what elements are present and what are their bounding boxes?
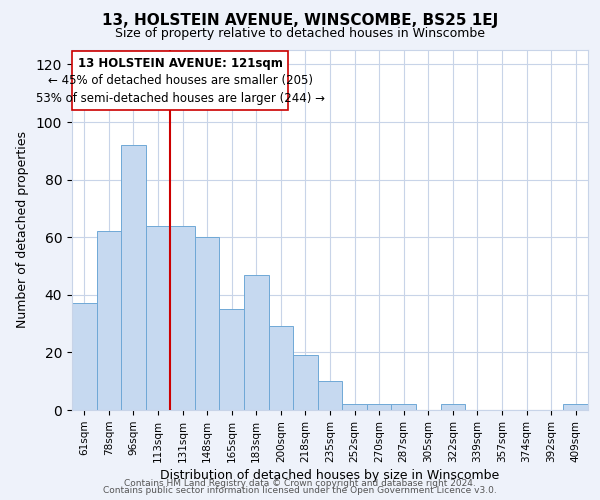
Bar xyxy=(121,145,146,410)
Bar xyxy=(440,404,465,410)
Text: Size of property relative to detached houses in Winscombe: Size of property relative to detached ho… xyxy=(115,28,485,40)
Bar xyxy=(367,404,391,410)
X-axis label: Distribution of detached houses by size in Winscombe: Distribution of detached houses by size … xyxy=(160,469,500,482)
Bar xyxy=(244,274,269,410)
Bar xyxy=(97,232,121,410)
FancyBboxPatch shape xyxy=(72,52,288,110)
Bar xyxy=(269,326,293,410)
Y-axis label: Number of detached properties: Number of detached properties xyxy=(16,132,29,328)
Bar xyxy=(72,304,97,410)
Text: Contains public sector information licensed under the Open Government Licence v3: Contains public sector information licen… xyxy=(103,486,497,495)
Bar xyxy=(220,309,244,410)
Bar xyxy=(170,226,195,410)
Bar xyxy=(195,237,220,410)
Bar xyxy=(146,226,170,410)
Text: 53% of semi-detached houses are larger (244) →: 53% of semi-detached houses are larger (… xyxy=(35,92,325,105)
Text: 13 HOLSTEIN AVENUE: 121sqm: 13 HOLSTEIN AVENUE: 121sqm xyxy=(77,57,283,70)
Bar xyxy=(318,381,342,410)
Bar xyxy=(293,356,318,410)
Bar xyxy=(342,404,367,410)
Text: 13, HOLSTEIN AVENUE, WINSCOMBE, BS25 1EJ: 13, HOLSTEIN AVENUE, WINSCOMBE, BS25 1EJ xyxy=(102,12,498,28)
Bar xyxy=(563,404,588,410)
Text: Contains HM Land Registry data © Crown copyright and database right 2024.: Contains HM Land Registry data © Crown c… xyxy=(124,478,476,488)
Text: ← 45% of detached houses are smaller (205): ← 45% of detached houses are smaller (20… xyxy=(47,74,313,88)
Bar xyxy=(391,404,416,410)
